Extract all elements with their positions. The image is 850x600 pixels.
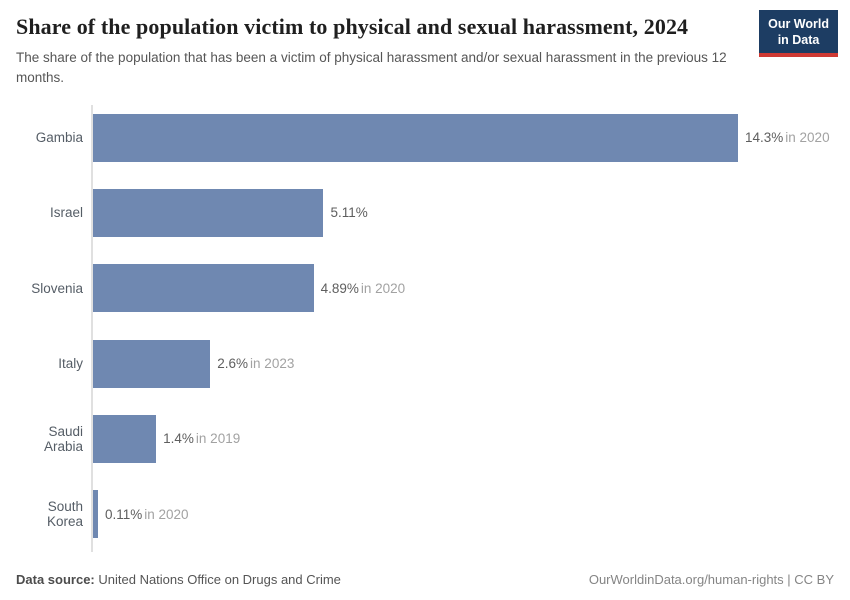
bar-row: South Korea 0.11% in 2020	[16, 477, 838, 552]
bar-row: Gambia 14.3% in 2020	[16, 100, 838, 175]
chart-subtitle: The share of the population that has bee…	[16, 50, 727, 86]
value-year: in 2023	[250, 356, 295, 372]
bar-row: Slovenia 4.89% in 2020	[16, 251, 838, 326]
value-label: 1.4% in 2019	[163, 431, 240, 446]
chart-header: Share of the population victim to physic…	[16, 10, 838, 89]
value-label: 0.11% in 2020	[105, 507, 189, 522]
bar[interactable]	[93, 490, 98, 539]
data-source-label: Data source:	[16, 572, 95, 587]
category-label: South Korea	[46, 499, 83, 530]
bar-track: 1.4% in 2019	[93, 414, 838, 463]
bar-track: 14.3% in 2020	[93, 113, 838, 162]
category-label: Italy	[58, 356, 83, 372]
owid-logo[interactable]: Our World in Data	[759, 10, 838, 58]
bar-track: 5.11%	[93, 188, 838, 237]
category-label: Israel	[49, 205, 83, 221]
bar-row: Saudi Arabia 1.4% in 2019	[16, 401, 838, 476]
value-number: 14.3%	[745, 130, 784, 146]
bar-row: Italy 2.6% in 2023	[16, 326, 838, 401]
bar[interactable]	[93, 188, 324, 237]
value-number: 5.11%	[330, 205, 368, 221]
value-label: 4.89% in 2020	[321, 281, 406, 296]
chart-footer: Data source: United Nations Office on Dr…	[16, 572, 834, 587]
y-axis-line	[91, 105, 93, 552]
bar[interactable]	[93, 264, 314, 313]
category-label: Gambia	[35, 130, 83, 146]
bar-track: 4.89% in 2020	[93, 264, 838, 313]
category-label: Saudi Arabia	[43, 423, 83, 454]
value-label: 2.6% in 2023	[217, 356, 294, 371]
owid-logo-line2: in Data	[777, 32, 820, 47]
data-source: Data source: United Nations Office on Dr…	[16, 572, 341, 587]
value-label: 5.11%	[330, 205, 367, 220]
bar-track: 2.6% in 2023	[93, 339, 838, 388]
bar-track: 0.11% in 2020	[93, 490, 838, 539]
value-number: 2.6%	[217, 356, 249, 372]
data-source-value: United Nations Office on Drugs and Crime	[98, 572, 341, 587]
bar-chart: Gambia 14.3% in 2020 Israel 5.11% Slovenia 4.8…	[16, 100, 838, 552]
bar[interactable]	[93, 414, 157, 463]
value-year: in 2020	[785, 130, 830, 146]
owid-logo-line1: Our World	[768, 17, 829, 31]
value-year: in 2020	[144, 506, 189, 522]
chart-rows: Gambia 14.3% in 2020 Israel 5.11% Slovenia 4.8…	[16, 100, 838, 552]
bar[interactable]	[93, 339, 211, 388]
chart-title: Share of the population victim to physic…	[16, 14, 689, 39]
attribution-link[interactable]: OurWorldinData.org/human-rights | CC BY	[588, 572, 834, 587]
value-number: 0.11%	[104, 506, 143, 522]
value-year: in 2019	[195, 431, 241, 447]
value-year: in 2020	[360, 280, 406, 296]
bar[interactable]	[93, 113, 738, 162]
bar-row: Israel 5.11%	[16, 175, 838, 250]
value-number: 1.4%	[163, 431, 194, 447]
category-label: Slovenia	[31, 280, 83, 296]
value-number: 4.89%	[320, 280, 359, 296]
value-label: 14.3% in 2020	[745, 130, 830, 145]
